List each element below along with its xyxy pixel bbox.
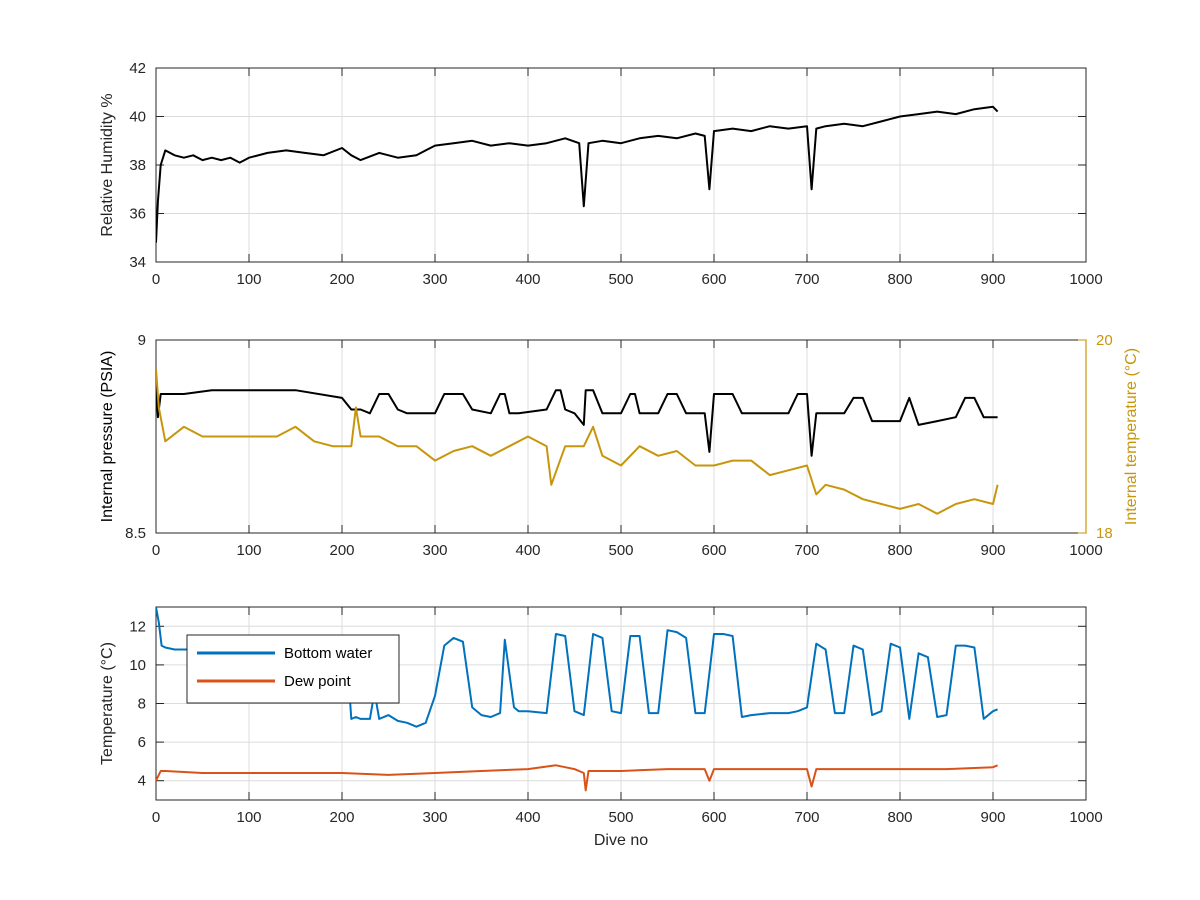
legend-entry: Dew point <box>284 673 352 690</box>
x-tick-label: 0 <box>152 542 160 559</box>
pressure-line <box>156 386 998 457</box>
x-tick-label: 600 <box>701 271 726 288</box>
x-tick-label: 900 <box>980 542 1005 559</box>
x-tick-label: 1000 <box>1069 542 1102 559</box>
x-tick-label: 500 <box>608 271 633 288</box>
dew-point-line <box>156 764 998 792</box>
legend-entry: Bottom water <box>284 645 372 662</box>
x-tick-label: 800 <box>887 542 912 559</box>
x-tick-label: 800 <box>887 271 912 288</box>
y-tick-label: 8 <box>138 696 146 713</box>
internal-temperature-line <box>156 368 999 515</box>
y-axis-label: Internal pressure (PSIA) <box>99 351 116 523</box>
chart-panel-2: 0 100 200 300 400 500 600 700 800 900 1000 8.5 9 18 20… <box>99 332 1140 559</box>
y-tick-label: 42 <box>129 60 146 77</box>
x-tick-label: 900 <box>980 809 1005 826</box>
y-tick-label: 38 <box>129 157 146 174</box>
x-tick-label: 0 <box>152 809 160 826</box>
y2-axis-label: Internal temperature (°C) <box>1123 348 1140 525</box>
y-tick-label: 10 <box>129 657 146 674</box>
y-tick-label: 40 <box>129 109 146 126</box>
x-tick-label: 200 <box>329 271 354 288</box>
x-tick-label: 100 <box>236 271 261 288</box>
y-tick-label: 12 <box>129 618 146 635</box>
x-tick-label: 0 <box>152 271 160 288</box>
y-tick-label: 9 <box>138 332 146 349</box>
x-axis-label: Dive no <box>594 832 648 849</box>
x-tick-label: 700 <box>794 809 819 826</box>
x-tick-label: 500 <box>608 809 633 826</box>
x-tick-label: 1000 <box>1069 809 1102 826</box>
chart-panel-3: 0 100 200 300 400 500 600 700 800 900 1000 4 6 8 10 12 T… <box>99 606 1103 849</box>
x-tick-label: 100 <box>236 809 261 826</box>
x-tick-label: 200 <box>329 809 354 826</box>
x-tick-label: 700 <box>794 271 819 288</box>
y-axis-label: Relative Humidity % <box>99 93 116 236</box>
x-tick-label: 600 <box>701 809 726 826</box>
x-tick-label: 700 <box>794 542 819 559</box>
y-tick-label: 34 <box>129 254 146 271</box>
x-tick-label: 400 <box>515 271 540 288</box>
x-tick-label: 600 <box>701 542 726 559</box>
x-tick-label: 400 <box>515 542 540 559</box>
chart-panel-1: 0 100 200 300 400 500 600 700 800 900 1000 34 36 38 40… <box>99 60 1103 288</box>
x-tick-label: 300 <box>422 542 447 559</box>
x-tick-label: 400 <box>515 809 540 826</box>
y2-tick-label: 18 <box>1096 525 1113 542</box>
legend: Bottom water Dew point <box>186 634 400 704</box>
humidity-line <box>156 105 999 243</box>
x-tick-label: 500 <box>608 542 633 559</box>
x-tick-label: 1000 <box>1069 271 1102 288</box>
legend-box <box>186 634 400 704</box>
x-tick-label: 800 <box>887 809 912 826</box>
x-tick-label: 100 <box>236 542 261 559</box>
x-tick-label: 200 <box>329 542 354 559</box>
x-tick-label: 900 <box>980 271 1005 288</box>
y2-tick-label: 20 <box>1096 332 1113 349</box>
y-tick-label: 8.5 <box>125 525 146 542</box>
y-axis-label: Temperature (°C) <box>99 642 116 765</box>
y-tick-label: 4 <box>138 773 146 790</box>
y-tick-label: 6 <box>138 734 146 751</box>
y-tick-label: 36 <box>129 206 146 223</box>
x-tick-label: 300 <box>422 809 447 826</box>
x-tick-label: 300 <box>422 271 447 288</box>
